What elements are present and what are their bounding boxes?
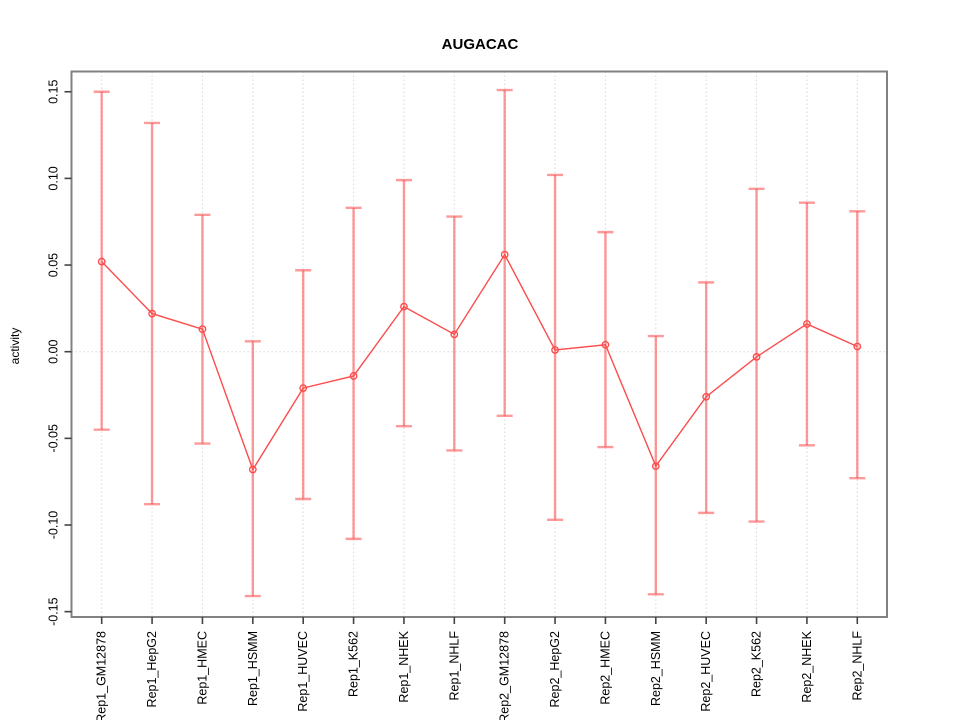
y-tick-label: -0.15 <box>47 597 61 626</box>
data-point-Rep2_NHEK <box>803 320 811 328</box>
y-tick-label: 0.00 <box>47 339 61 363</box>
x-tick-label-Rep2_HMEC: Rep2_HMEC <box>598 631 612 705</box>
series-line <box>101 253 858 472</box>
data-point-Rep1_NHEK <box>400 302 408 311</box>
y-tick-label: -0.10 <box>47 511 61 540</box>
x-tick-label-Rep2_NHLF: Rep2_NHLF <box>850 631 864 701</box>
data-point-Rep2_HepG2 <box>551 346 559 354</box>
error-bar-Rep2_HMEC <box>597 230 614 449</box>
x-tick-label-Rep2_HSMM: Rep2_HSMM <box>649 631 663 706</box>
error-bar-Rep2_NHLF <box>849 210 866 480</box>
data-point-Rep1_HSMM <box>248 465 257 474</box>
x-tick-label-Rep1_K562: Rep1_K562 <box>347 631 361 697</box>
data-point-Rep2_HMEC <box>601 340 610 349</box>
data-point-Rep2_HSMM <box>651 462 660 470</box>
data-point-Rep2_HUVEC <box>702 392 711 401</box>
data-point-Rep1_GM12878 <box>97 257 106 266</box>
data-point-Rep2_GM12878 <box>500 250 509 259</box>
x-tick-label-Rep1_NHEK: Rep1_NHEK <box>397 630 411 702</box>
error-bar-Rep1_GM12878 <box>93 90 110 431</box>
error-bar-Rep2_GM12878 <box>496 88 513 418</box>
y-tick-label: -0.05 <box>47 424 61 453</box>
plot-border <box>70 70 888 618</box>
data-point-Rep1_HUVEC <box>299 384 308 392</box>
x-tick-label-Rep1_HUVEC: Rep1_HUVEC <box>296 631 310 712</box>
data-point-Rep1_NHLF <box>450 330 459 339</box>
y-tick-label: 0.05 <box>47 253 61 277</box>
data-point-Rep1_HepG2 <box>148 309 156 318</box>
x-tick-label-Rep2_HepG2: Rep2_HepG2 <box>548 631 562 707</box>
x-tick-label-Rep2_NHEK: Rep2_NHEK <box>800 630 814 702</box>
data-point-Rep1_K562 <box>349 372 358 380</box>
x-tick-label-Rep2_HUVEC: Rep2_HUVEC <box>699 631 713 712</box>
x-tick-label-Rep1_HMEC: Rep1_HMEC <box>195 631 209 705</box>
data-point-Rep1_HMEC <box>198 325 207 334</box>
y-tick-label: 0.15 <box>47 80 61 104</box>
x-tick-label-Rep1_HSMM: Rep1_HSMM <box>246 631 260 706</box>
x-tick-label-Rep1_NHLF: Rep1_NHLF <box>447 631 461 701</box>
data-point-Rep2_NHLF <box>853 342 862 351</box>
x-tick-label-Rep1_GM12878: Rep1_GM12878 <box>95 631 109 720</box>
error-bar-Rep2_K562 <box>748 187 765 523</box>
y-tick-label: 0.10 <box>47 166 61 190</box>
data-point-Rep2_K562 <box>752 352 761 361</box>
x-tick-label-Rep1_HepG2: Rep1_HepG2 <box>145 631 159 707</box>
chart-title: AUGACAC <box>441 36 519 53</box>
x-tick-label-Rep2_GM12878: Rep2_GM12878 <box>498 631 512 720</box>
x-tick-label-Rep2_K562: Rep2_K562 <box>750 631 764 697</box>
